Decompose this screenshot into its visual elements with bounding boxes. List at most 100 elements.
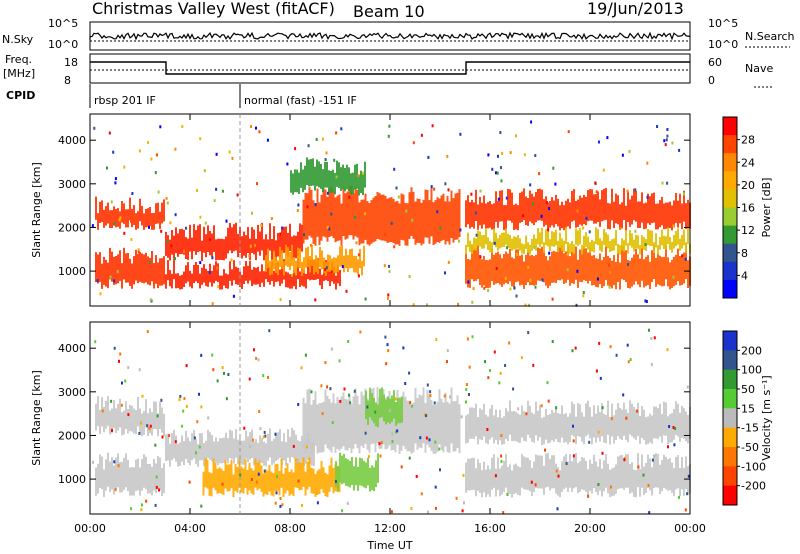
data-column bbox=[247, 436, 249, 463]
data-column bbox=[615, 262, 617, 290]
data-column bbox=[529, 460, 531, 492]
data-column bbox=[283, 226, 285, 253]
data-column bbox=[647, 193, 649, 224]
data-column bbox=[593, 255, 595, 285]
noise-pixel bbox=[522, 214, 525, 218]
noise-pixel bbox=[500, 434, 503, 437]
noise-pixel bbox=[185, 405, 188, 408]
data-column bbox=[545, 408, 547, 440]
noise-pixel bbox=[528, 303, 530, 307]
data-column bbox=[661, 414, 663, 443]
data-column bbox=[229, 429, 231, 459]
data-column bbox=[499, 468, 501, 497]
data-column bbox=[179, 229, 181, 255]
data-column bbox=[149, 408, 151, 434]
data-column bbox=[263, 441, 265, 466]
data-column bbox=[555, 408, 557, 440]
noise-pixel bbox=[402, 346, 405, 350]
data-column bbox=[285, 271, 287, 288]
data-column bbox=[513, 236, 515, 250]
data-column bbox=[121, 461, 123, 493]
noise-pixel bbox=[634, 188, 637, 192]
data-column bbox=[450, 387, 453, 444]
data-column bbox=[591, 463, 593, 494]
data-column bbox=[601, 468, 603, 497]
noise-pixel bbox=[131, 192, 134, 195]
data-column bbox=[633, 254, 635, 285]
noise-pixel bbox=[460, 415, 463, 419]
data-column bbox=[597, 229, 599, 246]
noise-pixel bbox=[354, 216, 357, 219]
data-column bbox=[275, 240, 277, 261]
noise-pixel bbox=[408, 275, 411, 278]
data-column bbox=[221, 238, 223, 260]
data-column bbox=[561, 201, 563, 229]
data-column bbox=[289, 223, 291, 251]
data-column bbox=[348, 395, 351, 448]
data-column bbox=[187, 262, 189, 282]
data-column bbox=[211, 233, 213, 257]
noise-pixel bbox=[627, 360, 630, 364]
noise-pixel bbox=[582, 291, 585, 294]
data-column bbox=[312, 400, 315, 451]
data-column bbox=[587, 469, 589, 497]
data-column bbox=[233, 438, 235, 464]
data-column bbox=[339, 269, 341, 287]
data-column bbox=[432, 202, 435, 245]
data-column bbox=[641, 248, 643, 281]
noise-pixel bbox=[137, 250, 140, 254]
ytick-label: 3000 bbox=[58, 386, 86, 399]
data-column bbox=[475, 238, 477, 251]
data-column bbox=[348, 167, 350, 191]
data-column bbox=[187, 437, 189, 463]
data-column bbox=[605, 232, 607, 247]
data-column bbox=[416, 198, 419, 243]
data-column bbox=[292, 173, 294, 195]
data-column bbox=[291, 245, 293, 266]
data-column bbox=[351, 457, 353, 485]
data-column bbox=[561, 405, 563, 438]
data-column bbox=[397, 397, 399, 424]
data-column bbox=[595, 461, 597, 492]
data-column bbox=[665, 202, 667, 229]
noise-pixel bbox=[310, 390, 313, 394]
colorbar-label: Velocity [m s⁻¹] bbox=[760, 375, 773, 460]
noise-pixel bbox=[410, 507, 413, 510]
noise-pixel bbox=[509, 151, 512, 155]
noise-pixel bbox=[248, 377, 251, 381]
data-column bbox=[253, 267, 255, 285]
data-column bbox=[663, 454, 665, 488]
data-column bbox=[589, 407, 591, 439]
data-column bbox=[240, 466, 243, 493]
data-column bbox=[137, 254, 139, 284]
data-column bbox=[167, 260, 169, 281]
data-column bbox=[601, 240, 603, 252]
data-column bbox=[645, 417, 647, 445]
data-column bbox=[599, 253, 601, 285]
noise-pixel bbox=[182, 409, 185, 413]
noise-pixel bbox=[465, 388, 468, 391]
data-column bbox=[113, 400, 115, 429]
noise-pixel bbox=[378, 442, 381, 446]
data-column bbox=[362, 174, 364, 196]
data-column bbox=[533, 234, 535, 249]
data-column bbox=[679, 412, 681, 442]
noise-pixel bbox=[324, 158, 327, 161]
noise-pixel bbox=[502, 511, 505, 515]
data-column bbox=[621, 409, 623, 440]
noise-pixel bbox=[216, 379, 219, 383]
data-column bbox=[543, 199, 545, 227]
data-column bbox=[635, 191, 637, 222]
data-column bbox=[255, 439, 257, 464]
data-column bbox=[211, 434, 213, 462]
noise-pixel bbox=[565, 462, 568, 465]
noise-pixel bbox=[455, 496, 458, 500]
data-column bbox=[559, 247, 561, 281]
data-column bbox=[296, 459, 299, 488]
data-column bbox=[563, 414, 565, 443]
data-column bbox=[553, 412, 555, 442]
noise-pixel bbox=[644, 299, 647, 303]
noise-pixel bbox=[513, 286, 516, 290]
noise-pixel bbox=[239, 473, 242, 477]
data-column bbox=[307, 258, 309, 280]
